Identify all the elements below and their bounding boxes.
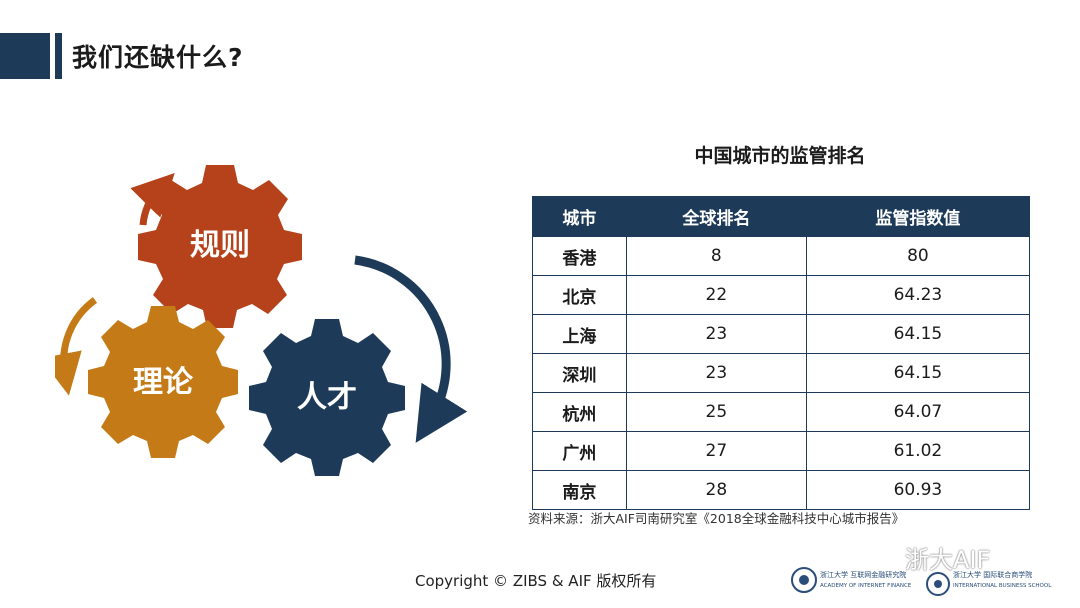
table-row: 南京 28 60.93 [532, 470, 1031, 510]
cell-city: 广州 [532, 431, 627, 471]
cell-city: 香港 [532, 236, 627, 276]
table-row: 深圳 23 64.15 [532, 353, 1031, 393]
table-row: 广州 27 61.02 [532, 431, 1031, 471]
cycle-arrow-top [130, 173, 175, 226]
cell-index: 61.02 [805, 431, 1031, 471]
cell-city: 深圳 [532, 353, 627, 393]
cell-index: 80 [805, 236, 1031, 276]
cell-index: 64.15 [805, 314, 1031, 354]
cell-city: 上海 [532, 314, 627, 354]
logo2-en-text: INTERNATIONAL BUSINESS SCHOOL [953, 583, 1052, 589]
logo1-cn-text: 浙江大学 互联网金融研究院 [820, 570, 906, 579]
title-bar-block [0, 33, 50, 79]
cell-rank: 8 [625, 236, 807, 276]
logo2-cn-text: 浙江大学 国际联合商学院 [953, 570, 1032, 579]
footer-logos: 浙江大学 互联网金融研究院 ACADEMY OF INTERNET FINANC… [791, 567, 1052, 596]
cell-index: 64.07 [805, 392, 1031, 432]
table-header-row: 城市 全球排名 监管指数值 [532, 196, 1031, 237]
business-school-logo: 浙江大学 国际联合商学院 INTERNATIONAL BUSINESS SCHO… [926, 570, 1052, 596]
city-ranking-table: 城市 全球排名 监管指数值 香港 8 80 北京 22 64.23 上海 23 … [532, 196, 1031, 510]
gear-label-rules: 规则 [190, 228, 250, 263]
cell-rank: 27 [625, 431, 807, 471]
gear-label-theory: 理论 [133, 365, 194, 400]
logo1-en-text: ACADEMY OF INTERNET FINANCE [820, 583, 912, 589]
cell-rank: 23 [625, 314, 807, 354]
academy-logo: 浙江大学 互联网金融研究院 ACADEMY OF INTERNET FINANC… [791, 567, 912, 593]
table-row: 上海 23 64.15 [532, 314, 1031, 354]
column-header-city: 城市 [532, 196, 627, 237]
gear-talent: 人才 [249, 319, 405, 476]
gears-diagram: 规则 理论 人才 [55, 165, 468, 476]
cell-index: 60.93 [805, 470, 1031, 510]
cell-rank: 28 [625, 470, 807, 510]
cell-index: 64.23 [805, 275, 1031, 315]
cycle-arrow-large [354, 255, 468, 443]
table-title: 中国城市的监管排名 [694, 145, 866, 167]
gear-theory: 理论 [88, 306, 238, 458]
gear-rules: 规则 [138, 165, 302, 328]
source-note: 资料来源：浙大AIF司南研究室《2018全球金融科技中心城市报告》 [528, 511, 905, 526]
cell-city: 杭州 [532, 392, 627, 432]
cell-city: 北京 [532, 275, 627, 315]
cell-city: 南京 [532, 470, 627, 510]
cell-rank: 25 [625, 392, 807, 432]
column-header-global-rank: 全球排名 [625, 196, 807, 237]
cell-rank: 23 [625, 353, 807, 393]
title-accent-stripe [55, 33, 62, 79]
copyright-text: Copyright © ZIBS & AIF 版权所有 [415, 572, 657, 590]
table-row: 北京 22 64.23 [532, 275, 1031, 315]
gear-label-talent: 人才 [297, 380, 357, 415]
cell-rank: 22 [625, 275, 807, 315]
cell-index: 64.15 [805, 353, 1031, 393]
table-row: 杭州 25 64.07 [532, 392, 1031, 432]
table-row: 香港 8 80 [532, 236, 1031, 276]
page-title: 我们还缺什么? [72, 43, 244, 72]
wechat-watermark: 浙大AIF [905, 546, 991, 574]
cycle-arrow-left [55, 297, 98, 396]
column-header-regulation-index: 监管指数值 [805, 196, 1031, 237]
